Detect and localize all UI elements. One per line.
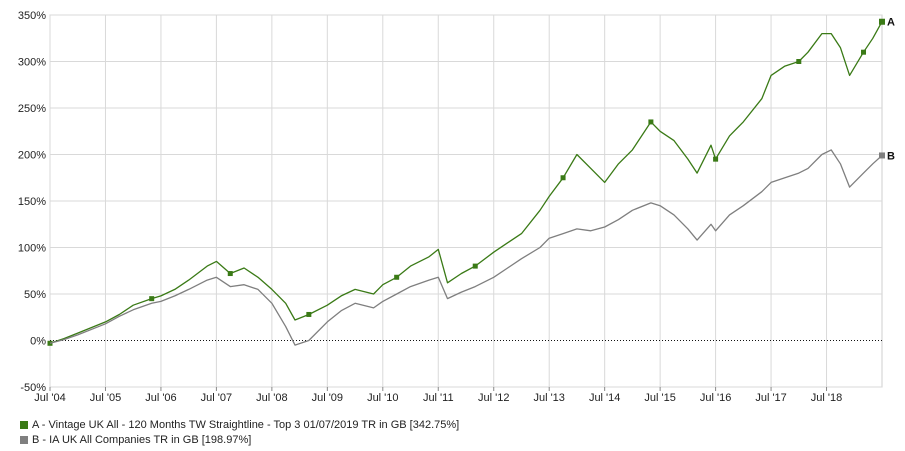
x-tick-label: Jul '17 (755, 392, 786, 404)
series-layer (47, 18, 885, 346)
x-tick-label: Jul '06 (145, 392, 176, 404)
data-point-a (796, 59, 802, 64)
data-point-a (560, 175, 566, 181)
data-point-a (713, 156, 719, 162)
y-tick-label: 150% (18, 196, 46, 208)
y-tick-label: 100% (18, 243, 46, 255)
legend-swatch-b (20, 435, 28, 444)
x-tick-label: Jul '09 (312, 392, 343, 404)
y-tick-label: 250% (18, 103, 46, 115)
y-tick-label: 300% (18, 57, 46, 69)
x-tick-label: Jul '16 (700, 392, 731, 404)
x-tick-label: Jul '04 (34, 392, 65, 404)
legend-label-b: B - IA UK All Companies TR in GB [198.97… (32, 433, 252, 446)
chart-legend: A - Vintage UK All - 120 Months TW Strai… (20, 417, 459, 447)
legend-item-a: A - Vintage UK All - 120 Months TW Strai… (20, 417, 459, 432)
legend-label-a: A - Vintage UK All - 120 Months TW Strai… (32, 418, 460, 431)
x-tick-label: Jul '05 (90, 392, 121, 404)
x-tick-label: Jul '11 (423, 392, 454, 404)
x-tick-label: Jul '14 (589, 392, 620, 404)
data-point-a (306, 311, 312, 317)
y-tick-label: 350% (18, 10, 46, 22)
legend-swatch-a (20, 420, 28, 429)
x-tick-label: Jul '07 (201, 392, 232, 404)
data-point-a (861, 49, 867, 55)
series-line-a (49, 21, 883, 344)
data-point-a (648, 119, 654, 125)
y-tick-label: 0% (30, 336, 46, 348)
end-marker-a (879, 18, 885, 25)
data-point-a (394, 274, 400, 280)
y-tick-label: 200% (18, 150, 46, 162)
data-point-a (149, 296, 155, 302)
x-tick-label: Jul '08 (256, 392, 287, 404)
x-tick-label: Jul '12 (478, 392, 509, 404)
x-tick-label: Jul '10 (367, 392, 398, 404)
axis-layer: -50% 0% 50% 100% 150% 200% 250% 300% 350% Jul '04… (18, 10, 842, 404)
legend-item-b: B - IA UK All Companies TR in GB [198.97… (20, 432, 459, 447)
x-tick-label: Jul '13 (533, 392, 564, 404)
y-tick-label: -50% (20, 382, 46, 394)
data-point-a (227, 271, 233, 277)
end-marker-b (879, 152, 885, 159)
label-layer: AB (887, 17, 895, 163)
x-tick-label: Jul '18 (811, 392, 842, 404)
series-line-b (49, 149, 883, 346)
data-point-a (472, 263, 478, 269)
end-label-a: A (887, 17, 895, 29)
y-tick-label: 50% (24, 289, 46, 301)
grid-layer (49, 14, 883, 388)
x-tick-label: Jul '15 (644, 392, 675, 404)
end-label-b: B (887, 150, 895, 162)
